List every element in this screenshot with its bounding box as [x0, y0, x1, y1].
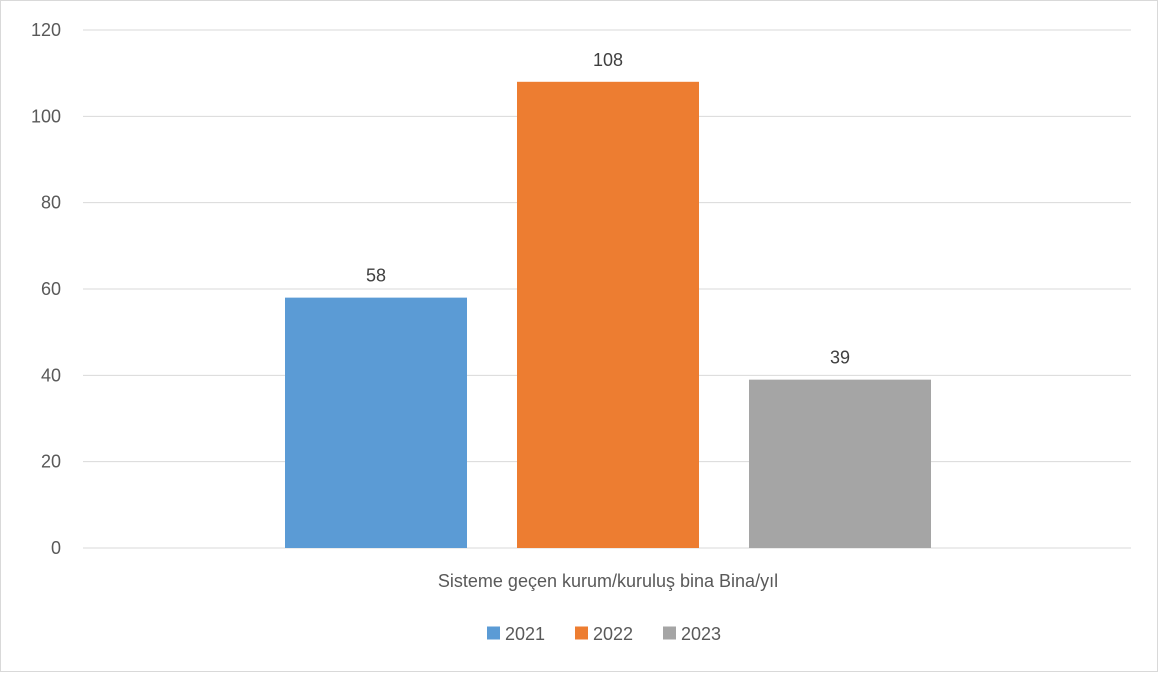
- legend-swatch-2023: [663, 626, 676, 640]
- bar-2022: [517, 81, 699, 549]
- bar-2023: [749, 379, 931, 548]
- legend-swatch-2022: [575, 626, 588, 640]
- y-tick-label: 40: [41, 365, 61, 385]
- data-label-2023: 39: [830, 348, 850, 368]
- bar-2021: [285, 297, 467, 548]
- category-label: Sisteme geçen kurum/kuruluş bina Bina/yı…: [438, 571, 778, 591]
- y-axis-tick-labels: 0 20 40 60 80 100 120: [31, 20, 61, 558]
- data-labels: 58 108 39: [366, 50, 850, 368]
- y-tick-label: 20: [41, 452, 61, 472]
- legend-label-2022: 2022: [593, 624, 633, 644]
- legend-label-2023: 2023: [681, 624, 721, 644]
- y-tick-label: 120: [31, 20, 61, 40]
- legend: 2021 2022 2023: [487, 624, 721, 644]
- y-tick-label: 0: [51, 538, 61, 558]
- legend-label-2021: 2021: [505, 624, 545, 644]
- bars: [285, 81, 931, 549]
- legend-swatch-2021: [487, 626, 500, 640]
- data-label-2021: 58: [366, 266, 386, 286]
- y-tick-label: 60: [41, 279, 61, 299]
- y-tick-label: 80: [41, 193, 61, 213]
- x-axis-category: Sisteme geçen kurum/kuruluş bina Bina/yı…: [438, 571, 778, 591]
- y-tick-label: 100: [31, 106, 61, 126]
- data-label-2022: 108: [593, 50, 623, 70]
